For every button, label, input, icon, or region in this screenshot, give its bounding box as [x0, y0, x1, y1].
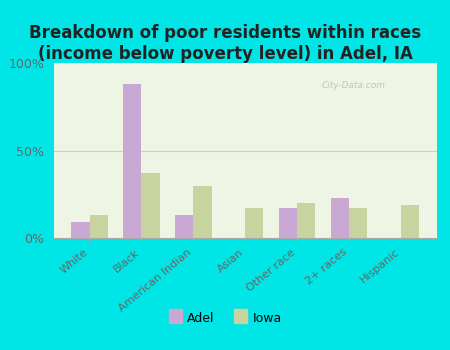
- Text: City-Data.com: City-Data.com: [322, 80, 386, 90]
- Bar: [331, 198, 349, 238]
- Bar: [175, 215, 194, 238]
- Bar: [72, 222, 90, 238]
- Bar: [194, 186, 212, 238]
- Bar: [401, 205, 419, 238]
- Legend: Adel, Iowa: Adel, Iowa: [163, 307, 287, 330]
- Bar: [141, 173, 160, 238]
- Bar: [245, 208, 263, 238]
- Bar: [349, 208, 367, 238]
- Bar: [297, 203, 315, 238]
- Bar: [279, 208, 297, 238]
- Bar: [90, 215, 108, 238]
- Text: Breakdown of poor residents within races
(income below poverty level) in Adel, I: Breakdown of poor residents within races…: [29, 25, 421, 63]
- Bar: [123, 84, 141, 238]
